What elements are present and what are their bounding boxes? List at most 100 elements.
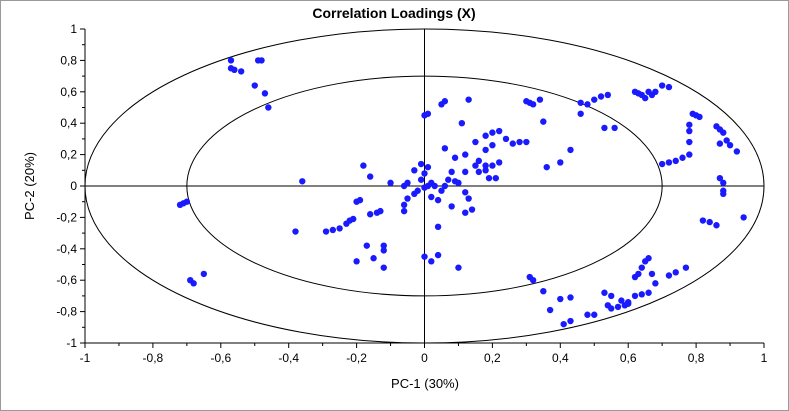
data-point — [434, 251, 442, 259]
data-point — [658, 82, 666, 89]
data-point — [560, 320, 567, 328]
y-axis-label: PC-2 (20%) — [22, 152, 37, 220]
data-point — [672, 157, 679, 165]
y-tick-label: 0,2 — [60, 148, 77, 162]
data-point — [350, 215, 357, 223]
data-point — [648, 270, 656, 278]
data-point — [546, 306, 554, 314]
data-point — [462, 151, 469, 158]
data-point — [329, 226, 337, 234]
data-point — [597, 93, 605, 100]
data-point — [465, 195, 472, 202]
data-point — [652, 88, 659, 96]
data-point — [237, 68, 245, 75]
chart-title: Correlation Loadings (X) — [312, 5, 475, 21]
data-point — [591, 96, 598, 103]
data-point — [417, 176, 425, 183]
data-point — [472, 138, 479, 146]
data-point — [353, 258, 360, 265]
data-point — [679, 154, 686, 161]
data-point — [438, 187, 445, 194]
x-tick-label: -0,2 — [346, 351, 367, 365]
data-point — [557, 295, 564, 303]
data-point — [686, 138, 693, 146]
data-point — [336, 225, 343, 232]
data-point — [458, 120, 466, 127]
x-tick-label: -0,8 — [143, 351, 164, 365]
data-point — [665, 272, 673, 279]
y-tick-label: 0 — [70, 179, 77, 193]
data-point — [536, 96, 544, 103]
data-point — [441, 182, 449, 190]
x-tick-label: -1 — [80, 351, 91, 365]
data-point — [584, 101, 591, 108]
data-point — [645, 255, 652, 262]
data-point — [720, 129, 727, 136]
data-point — [608, 292, 615, 300]
y-tick-label: 0,8 — [60, 53, 77, 67]
data-point — [360, 162, 367, 169]
data-point — [411, 167, 418, 174]
data-point — [672, 269, 679, 276]
data-point — [475, 168, 483, 176]
data-point — [231, 66, 238, 74]
y-tick-label: 0,6 — [60, 85, 77, 99]
data-point — [686, 127, 693, 135]
data-point — [251, 82, 258, 89]
data-point — [434, 223, 442, 231]
data-point — [516, 138, 523, 146]
data-point — [584, 311, 591, 318]
data-point — [638, 291, 645, 298]
data-point — [567, 294, 574, 301]
data-point — [713, 222, 720, 229]
data-point — [665, 83, 673, 91]
x-tick-label: 0,4 — [552, 351, 569, 365]
data-point — [543, 163, 550, 171]
data-point — [366, 211, 374, 218]
data-point — [696, 113, 703, 121]
data-point — [540, 287, 547, 295]
data-point — [699, 217, 707, 224]
data-point — [723, 137, 730, 144]
data-point — [465, 96, 472, 103]
data-point — [265, 104, 272, 111]
data-point — [482, 162, 489, 169]
data-point — [455, 264, 462, 271]
data-point — [618, 297, 625, 304]
data-point — [716, 174, 724, 182]
y-tick-label: -0,6 — [56, 273, 77, 287]
data-point — [631, 292, 639, 300]
data-point — [625, 300, 632, 307]
data-point — [258, 57, 265, 64]
data-point — [635, 270, 642, 278]
data-point — [489, 141, 496, 149]
y-tick-label: -0,8 — [56, 305, 77, 319]
data-point — [614, 303, 622, 311]
data-point — [601, 289, 608, 296]
data-point — [380, 264, 387, 271]
data-point — [502, 135, 510, 143]
data-point — [468, 206, 476, 213]
data-point — [438, 101, 445, 108]
data-point — [682, 264, 690, 271]
data-point — [448, 203, 455, 210]
data-point — [200, 270, 208, 278]
data-point — [417, 160, 425, 168]
data-point — [591, 311, 598, 318]
data-point — [641, 94, 649, 102]
data-point — [601, 124, 608, 132]
data-point — [227, 57, 235, 64]
x-tick-label: 0,2 — [484, 351, 501, 365]
data-point — [462, 168, 469, 176]
data-point — [665, 159, 673, 166]
x-axis-label: PC-1 (30%) — [391, 376, 459, 391]
data-point — [428, 258, 435, 265]
data-point — [540, 118, 547, 125]
data-point — [638, 264, 645, 271]
data-point — [740, 214, 747, 221]
data-point — [356, 196, 364, 204]
data-point — [421, 253, 428, 260]
x-tick-label: -0,4 — [278, 351, 299, 365]
data-point — [495, 159, 503, 166]
